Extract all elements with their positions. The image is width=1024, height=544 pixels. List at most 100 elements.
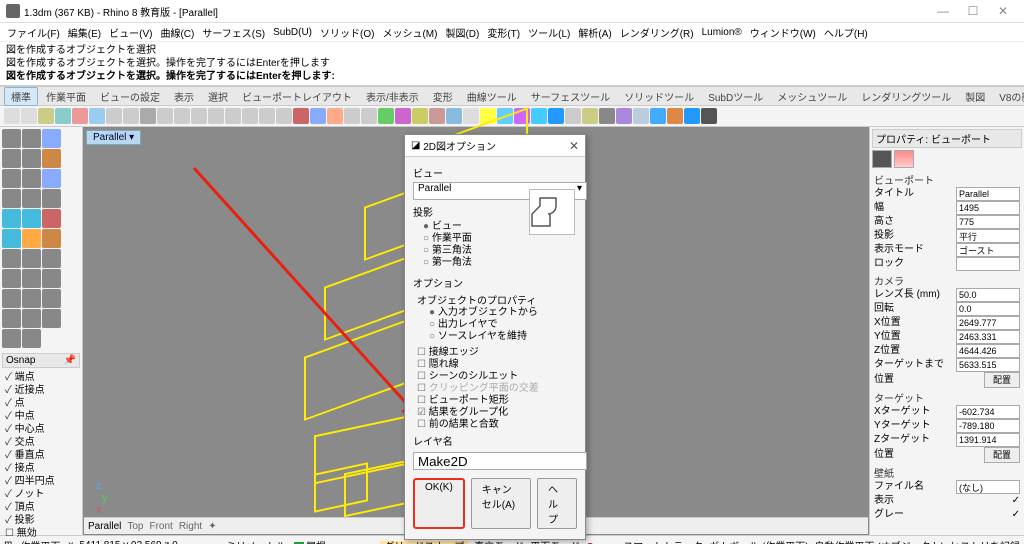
tool-button[interactable]	[2, 309, 21, 328]
toolbar-button[interactable]	[140, 108, 156, 124]
property-input[interactable]	[956, 419, 1020, 433]
dialog-close-icon[interactable]: ✕	[569, 139, 579, 153]
tool-button[interactable]	[42, 149, 61, 168]
tool-button[interactable]	[2, 209, 21, 228]
tool-button[interactable]	[22, 269, 41, 288]
toolbar-button[interactable]	[599, 108, 615, 124]
checkbox[interactable]: ✓	[1012, 508, 1020, 522]
option-checkbox[interactable]: 前の結果と合致	[417, 419, 577, 431]
tool-button[interactable]	[2, 169, 21, 188]
toolbar-tab[interactable]: 製図	[959, 88, 991, 105]
option-checkbox[interactable]: 結果をグループ化	[417, 407, 577, 419]
menu-item[interactable]: ツール(L)	[525, 25, 573, 40]
toolbar-button[interactable]	[208, 108, 224, 124]
menu-item[interactable]: 解析(A)	[575, 25, 614, 40]
cplane-label[interactable]: 作業平面	[20, 538, 60, 544]
toolbar-button[interactable]	[123, 108, 139, 124]
menu-item[interactable]: ビュー(V)	[106, 25, 155, 40]
tool-button[interactable]	[42, 189, 61, 208]
osnap-item[interactable]: 頂点	[5, 501, 77, 514]
pin-icon[interactable]: 📌	[64, 355, 76, 366]
option-checkbox[interactable]: 接線エッジ	[417, 347, 577, 359]
osnap-panel-header[interactable]: Osnap 📌	[2, 353, 80, 368]
toolbar-tab[interactable]: 選択	[202, 88, 234, 105]
tool-button[interactable]	[2, 189, 21, 208]
menu-item[interactable]: SubD(U)	[270, 27, 315, 38]
osnap-item[interactable]: 四半円点	[5, 475, 77, 488]
toolbar-tab[interactable]: 表示/非表示	[360, 88, 425, 105]
toolbar-button[interactable]	[361, 108, 377, 124]
property-input[interactable]	[956, 344, 1020, 358]
tool-button[interactable]	[2, 149, 21, 168]
toolbar-button[interactable]	[157, 108, 173, 124]
status-toggle[interactable]: グリッドスナップ	[380, 541, 468, 544]
toolbar-button[interactable]	[293, 108, 309, 124]
property-input[interactable]	[956, 302, 1020, 316]
toolbar-tab[interactable]: 曲線ツール	[461, 88, 523, 105]
menu-item[interactable]: ウィンドウ(W)	[747, 25, 819, 40]
toolbar-tab[interactable]: 変形	[427, 88, 459, 105]
command-area[interactable]: 図を作成するオブジェクトを選択 図を作成するオブジェクトを選択。操作を完了するに…	[0, 42, 1024, 86]
projection-radio[interactable]: 第三角法	[423, 245, 577, 257]
tool-button[interactable]	[22, 189, 41, 208]
ok-button[interactable]: OK(K)	[413, 478, 465, 529]
menu-item[interactable]: ヘルプ(H)	[821, 25, 871, 40]
tool-button[interactable]	[22, 249, 41, 268]
option-checkbox[interactable]: 隠れ線	[417, 359, 577, 371]
toolbar-button[interactable]	[327, 108, 343, 124]
tool-button[interactable]	[2, 289, 21, 308]
toolbar-tab[interactable]: ソリッドツール	[618, 88, 700, 105]
tool-button[interactable]	[2, 329, 21, 348]
toolbar-tab[interactable]: ビューポートレイアウト	[236, 88, 358, 105]
tool-button[interactable]	[42, 269, 61, 288]
toolbar-button[interactable]	[174, 108, 190, 124]
tool-button[interactable]	[42, 309, 61, 328]
toolbar-button[interactable]	[684, 108, 700, 124]
projection-radio[interactable]: 第一角法	[423, 257, 577, 269]
toolbar-button[interactable]	[242, 108, 258, 124]
viewport-tab[interactable]: Parallel	[88, 521, 121, 532]
property-input[interactable]	[956, 243, 1020, 257]
camera-icon[interactable]	[872, 150, 892, 168]
maximize-button[interactable]: ☐	[958, 4, 988, 18]
osnap-item[interactable]: 点	[5, 397, 77, 410]
toolbar-tab[interactable]: 表示	[168, 88, 200, 105]
layer-name-input[interactable]	[413, 452, 587, 470]
toolbar-button[interactable]	[633, 108, 649, 124]
unit-label[interactable]: ミリメートル	[226, 538, 286, 544]
viewport-tab[interactable]: Front	[149, 521, 172, 532]
menu-item[interactable]: レンダリング(R)	[617, 25, 697, 40]
menu-item[interactable]: 編集(E)	[65, 25, 104, 40]
menu-item[interactable]: メッシュ(M)	[379, 25, 440, 40]
property-input[interactable]	[956, 358, 1020, 372]
close-button[interactable]: ✕	[988, 4, 1018, 18]
tool-button[interactable]	[2, 129, 21, 148]
osnap-item[interactable]: 中点	[5, 410, 77, 423]
osnap-item[interactable]: 垂直点	[5, 449, 77, 462]
toolbar-tab[interactable]: レンダリングツール	[855, 88, 957, 105]
viewport-tab[interactable]: Top	[127, 521, 143, 532]
property-input[interactable]	[956, 330, 1020, 344]
dialog-titlebar[interactable]: ◪ 2D図オプション ✕	[405, 135, 585, 157]
toolbar-button[interactable]	[89, 108, 105, 124]
tool-button[interactable]	[2, 249, 21, 268]
property-input[interactable]	[956, 288, 1020, 302]
tool-button[interactable]	[42, 209, 61, 228]
property-input[interactable]	[956, 405, 1020, 419]
toolbar-button[interactable]	[4, 108, 20, 124]
toolbar-button[interactable]	[344, 108, 360, 124]
tool-button[interactable]	[22, 209, 41, 228]
tool-button[interactable]	[22, 229, 41, 248]
toolbar-button[interactable]	[701, 108, 717, 124]
toolbar-button[interactable]	[548, 108, 564, 124]
toolbar-button[interactable]	[582, 108, 598, 124]
tool-button[interactable]	[2, 229, 21, 248]
objprop-radio[interactable]: ソースレイヤを維持	[429, 331, 577, 343]
toolbar-button[interactable]	[616, 108, 632, 124]
toolbar-button[interactable]	[378, 108, 394, 124]
toolbar-button[interactable]	[429, 108, 445, 124]
toolbar-tab[interactable]: ビューの設定	[94, 88, 166, 105]
tool-button[interactable]	[42, 129, 61, 148]
tool-button[interactable]	[22, 129, 41, 148]
viewport-tab[interactable]: Right	[179, 521, 202, 532]
